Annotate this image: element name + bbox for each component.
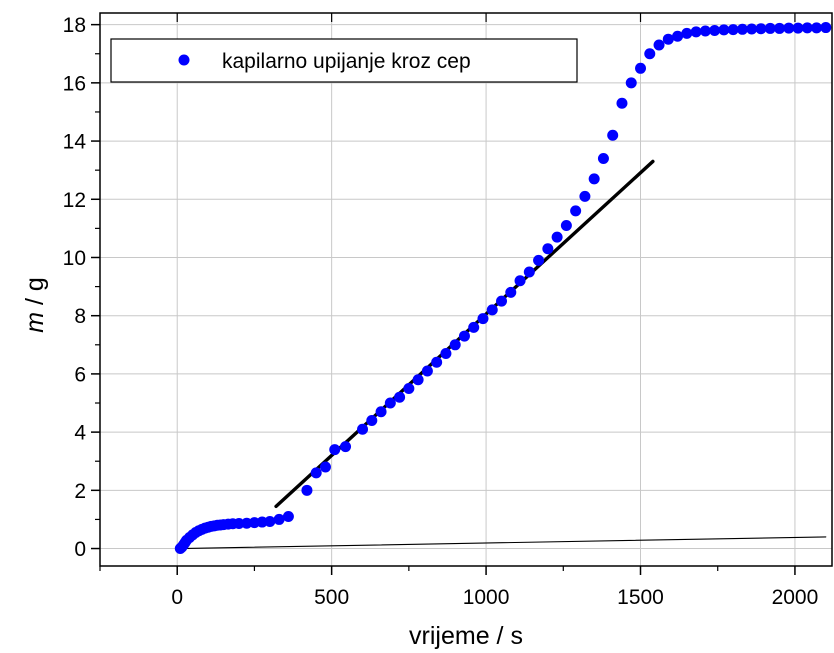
data-point [375, 406, 387, 418]
data-point [699, 25, 711, 37]
data-point [273, 513, 285, 525]
data-point [773, 22, 785, 34]
data-point [394, 391, 406, 403]
data-point [431, 356, 443, 368]
data-point [233, 518, 245, 530]
data-point [820, 22, 832, 34]
data-point [496, 295, 508, 307]
data-point [727, 24, 739, 36]
data-point [560, 219, 572, 231]
y-tick-label: 8 [74, 305, 86, 328]
data-point [690, 26, 702, 38]
x-tick-label: 1500 [617, 586, 664, 609]
baseline-line [179, 536, 827, 550]
data-point [792, 22, 804, 34]
x-tick-label: 500 [314, 586, 349, 609]
y-tick-label: 2 [74, 480, 86, 503]
data-point [570, 205, 582, 217]
data-point [653, 39, 665, 51]
data-point [440, 348, 452, 360]
data-point [319, 461, 331, 473]
plot-frame [99, 12, 833, 567]
data-point [681, 27, 693, 39]
data-point [366, 414, 378, 426]
x-tick-label: 2000 [772, 586, 819, 609]
data-point [340, 441, 352, 453]
legend-marker [178, 54, 190, 66]
data-point [588, 173, 600, 185]
legend: kapilarno upijanje kroz cep [110, 38, 578, 83]
data-point [736, 23, 748, 35]
data-point [421, 365, 433, 377]
grid-lines [100, 13, 832, 566]
data-point [672, 30, 684, 42]
y-tick-label: 4 [74, 422, 86, 445]
data-point [625, 77, 637, 89]
y-axis-title-symbol: m [21, 312, 49, 333]
y-tick-label: 10 [63, 247, 86, 270]
data-point [514, 275, 526, 287]
y-tick-label: 14 [63, 131, 87, 154]
data-point [533, 254, 545, 266]
tick-labels: 0 500 1000 1500 2000 0 2 4 6 8 10 12 14 16 18 [63, 14, 819, 609]
data-point [384, 397, 396, 409]
data-point [282, 511, 294, 523]
data-point [709, 24, 721, 36]
data-point [412, 374, 424, 386]
data-point [662, 33, 674, 45]
data-point [301, 484, 313, 496]
data-point [746, 23, 758, 35]
axes [91, 12, 833, 575]
data-point [468, 321, 480, 333]
data-point [764, 22, 776, 34]
data-point [264, 515, 276, 527]
data-point [755, 23, 767, 35]
y-tick-label: 16 [63, 72, 86, 95]
data-point [811, 22, 823, 34]
data-point [783, 22, 795, 34]
data-point [597, 153, 609, 165]
data-point [477, 313, 489, 325]
data-point [718, 24, 730, 36]
data-point [616, 97, 628, 109]
data-point [329, 444, 341, 456]
y-tick-label: 12 [63, 189, 86, 212]
x-tick-label: 1000 [463, 586, 510, 609]
y-axis-title-unit: / g [21, 277, 49, 312]
data-point [486, 304, 498, 316]
data-point [505, 286, 517, 298]
legend-label: kapilarno upijanje kroz cep [222, 50, 471, 73]
data-point [523, 266, 535, 278]
data-point [310, 467, 322, 479]
data-point [403, 382, 415, 394]
data-point [357, 423, 369, 435]
y-axis-title: m / g [21, 277, 49, 333]
data-point [579, 190, 591, 202]
data-point [551, 231, 563, 243]
data-point [635, 62, 647, 74]
x-axis-title: vrijeme / s [409, 622, 523, 650]
data-point [449, 339, 461, 351]
data-point [644, 48, 656, 60]
data-point [801, 22, 813, 34]
data-point [542, 243, 554, 255]
y-tick-label: 6 [74, 363, 86, 386]
x-tick-label: 0 [171, 586, 183, 609]
data-points [174, 22, 832, 555]
y-tick-label: 18 [63, 14, 86, 37]
data-point [607, 129, 619, 141]
data-point [458, 330, 470, 342]
y-tick-label: 0 [74, 538, 86, 561]
